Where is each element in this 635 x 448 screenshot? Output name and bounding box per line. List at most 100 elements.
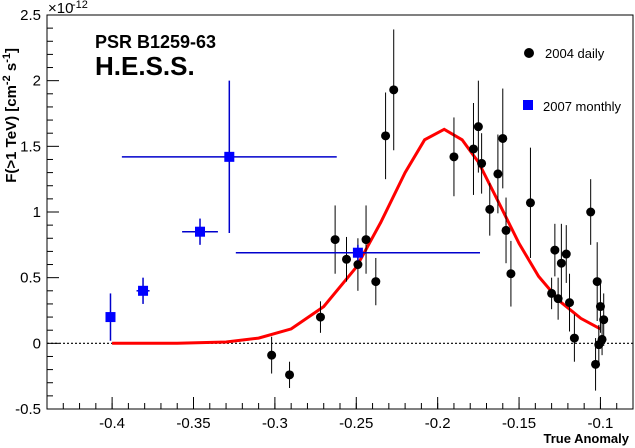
legend-marker-2004 (524, 48, 534, 58)
marker-circle (592, 277, 602, 287)
x-tick-label: -0.35 (176, 415, 210, 432)
data-point-2004 (342, 236, 352, 282)
marker-circle (586, 207, 596, 217)
data-point-2004 (597, 323, 607, 356)
marker-circle (371, 277, 381, 287)
data-point-2004 (267, 336, 277, 374)
data-point-2004 (473, 80, 483, 173)
marker-circle (599, 315, 609, 325)
marker-circle (473, 122, 483, 132)
data-point-2004 (315, 301, 325, 333)
x-axis-ticks: -0.4 -0.35 -0.3 -0.25 -0.2 -0.15 -0.1 (62, 397, 618, 432)
marker-circle (468, 144, 478, 154)
data-point-2004 (599, 293, 609, 346)
marker-circle (597, 334, 607, 344)
legend-label-2004: 2004 daily (545, 46, 605, 61)
data-point-2004 (506, 240, 516, 307)
x-tick-label: -0.15 (502, 415, 536, 432)
x-tick-label: -0.3 (262, 415, 288, 432)
marker-circle (565, 298, 575, 308)
data-point-2004 (477, 133, 487, 194)
data-point-2007 (105, 293, 116, 341)
marker-circle (553, 294, 563, 304)
marker-circle (525, 198, 535, 208)
data-point-2004 (569, 314, 579, 362)
series-2004-daily (267, 29, 609, 391)
marker-square (138, 285, 149, 296)
data-point-2004 (595, 280, 605, 333)
model-curve (112, 127, 602, 345)
marker-circle (477, 158, 487, 168)
marker-circle (561, 249, 571, 259)
data-point-2004 (330, 205, 340, 274)
data-point-2004 (493, 134, 503, 214)
y-tick-label: 0.5 (20, 270, 41, 287)
y-tick-label: 1 (33, 204, 41, 221)
marker-circle (485, 204, 495, 214)
marker-circle (591, 359, 601, 369)
data-point-2004 (468, 102, 478, 195)
legend-marker-2007 (523, 100, 533, 110)
marker-circle (389, 85, 399, 95)
y-axis-label: F(>1 TeV) [cm-2 s-1] (1, 48, 20, 183)
y-multiplier: ×10 -12 (48, 0, 88, 17)
data-point-2004 (501, 197, 511, 264)
marker-circle (550, 245, 560, 255)
marker-circle (353, 260, 363, 270)
source-annotation: PSR B1259-63 (95, 32, 216, 52)
marker-circle (493, 169, 503, 179)
x-tick-label: -0.2 (425, 415, 451, 432)
data-point-2004 (449, 117, 459, 197)
x-tick-label: -0.1 (588, 415, 614, 432)
y-tick-label: 1.5 (20, 138, 41, 155)
marker-square (105, 312, 116, 323)
legend: 2004 daily 2007 monthly (523, 46, 622, 114)
y-tick-label: 2.5 (20, 7, 41, 24)
marker-circle (361, 235, 371, 245)
data-point-2004 (586, 179, 596, 245)
x-tick-label: -0.25 (339, 415, 373, 432)
data-point-2004 (525, 147, 535, 258)
instrument-annotation: H.E.S.S. (95, 51, 195, 81)
marker-circle (547, 288, 557, 298)
marker-circle (556, 258, 566, 268)
data-point-2004 (547, 277, 557, 310)
y-tick-label: -0.5 (15, 401, 41, 418)
marker-circle (342, 254, 352, 264)
data-point-2004 (561, 225, 571, 283)
data-point-2004 (371, 257, 381, 306)
data-point-2004 (556, 223, 566, 303)
y-tick-label: 2 (33, 73, 41, 90)
marker-circle (315, 312, 325, 322)
legend-label-2007: 2007 monthly (543, 99, 622, 114)
marker-square (352, 247, 363, 258)
marker-circle (285, 370, 295, 380)
marker-circle (501, 225, 511, 235)
data-point-2004 (361, 205, 371, 274)
marker-circle (569, 333, 579, 343)
marker-circle (267, 350, 277, 360)
data-point-2004 (285, 361, 295, 388)
marker-circle (506, 269, 516, 279)
x-axis-label: True Anomaly (544, 431, 630, 446)
y-axis-ticks: -0.5 0 0.5 1 1.5 2 2.5 (15, 7, 59, 418)
data-point-2004 (381, 92, 391, 180)
data-point-2004 (485, 183, 495, 236)
marker-square (224, 151, 235, 162)
y-multiplier-exponent: -12 (72, 0, 88, 11)
data-point-2004 (553, 277, 563, 320)
y-multiplier-base: ×10 (48, 0, 73, 17)
data-point-2007 (121, 80, 337, 234)
data-point-2007 (235, 244, 480, 261)
marker-circle (498, 133, 508, 143)
marker-circle (449, 152, 459, 162)
marker-circle (330, 235, 340, 245)
y-tick-label: 0 (33, 335, 41, 352)
data-point-2004 (565, 273, 575, 332)
marker-circle (381, 131, 391, 141)
x-tick-label: -0.4 (99, 415, 125, 432)
data-point-2007 (182, 218, 218, 245)
data-point-2004 (550, 223, 560, 277)
marker-square (195, 226, 206, 237)
